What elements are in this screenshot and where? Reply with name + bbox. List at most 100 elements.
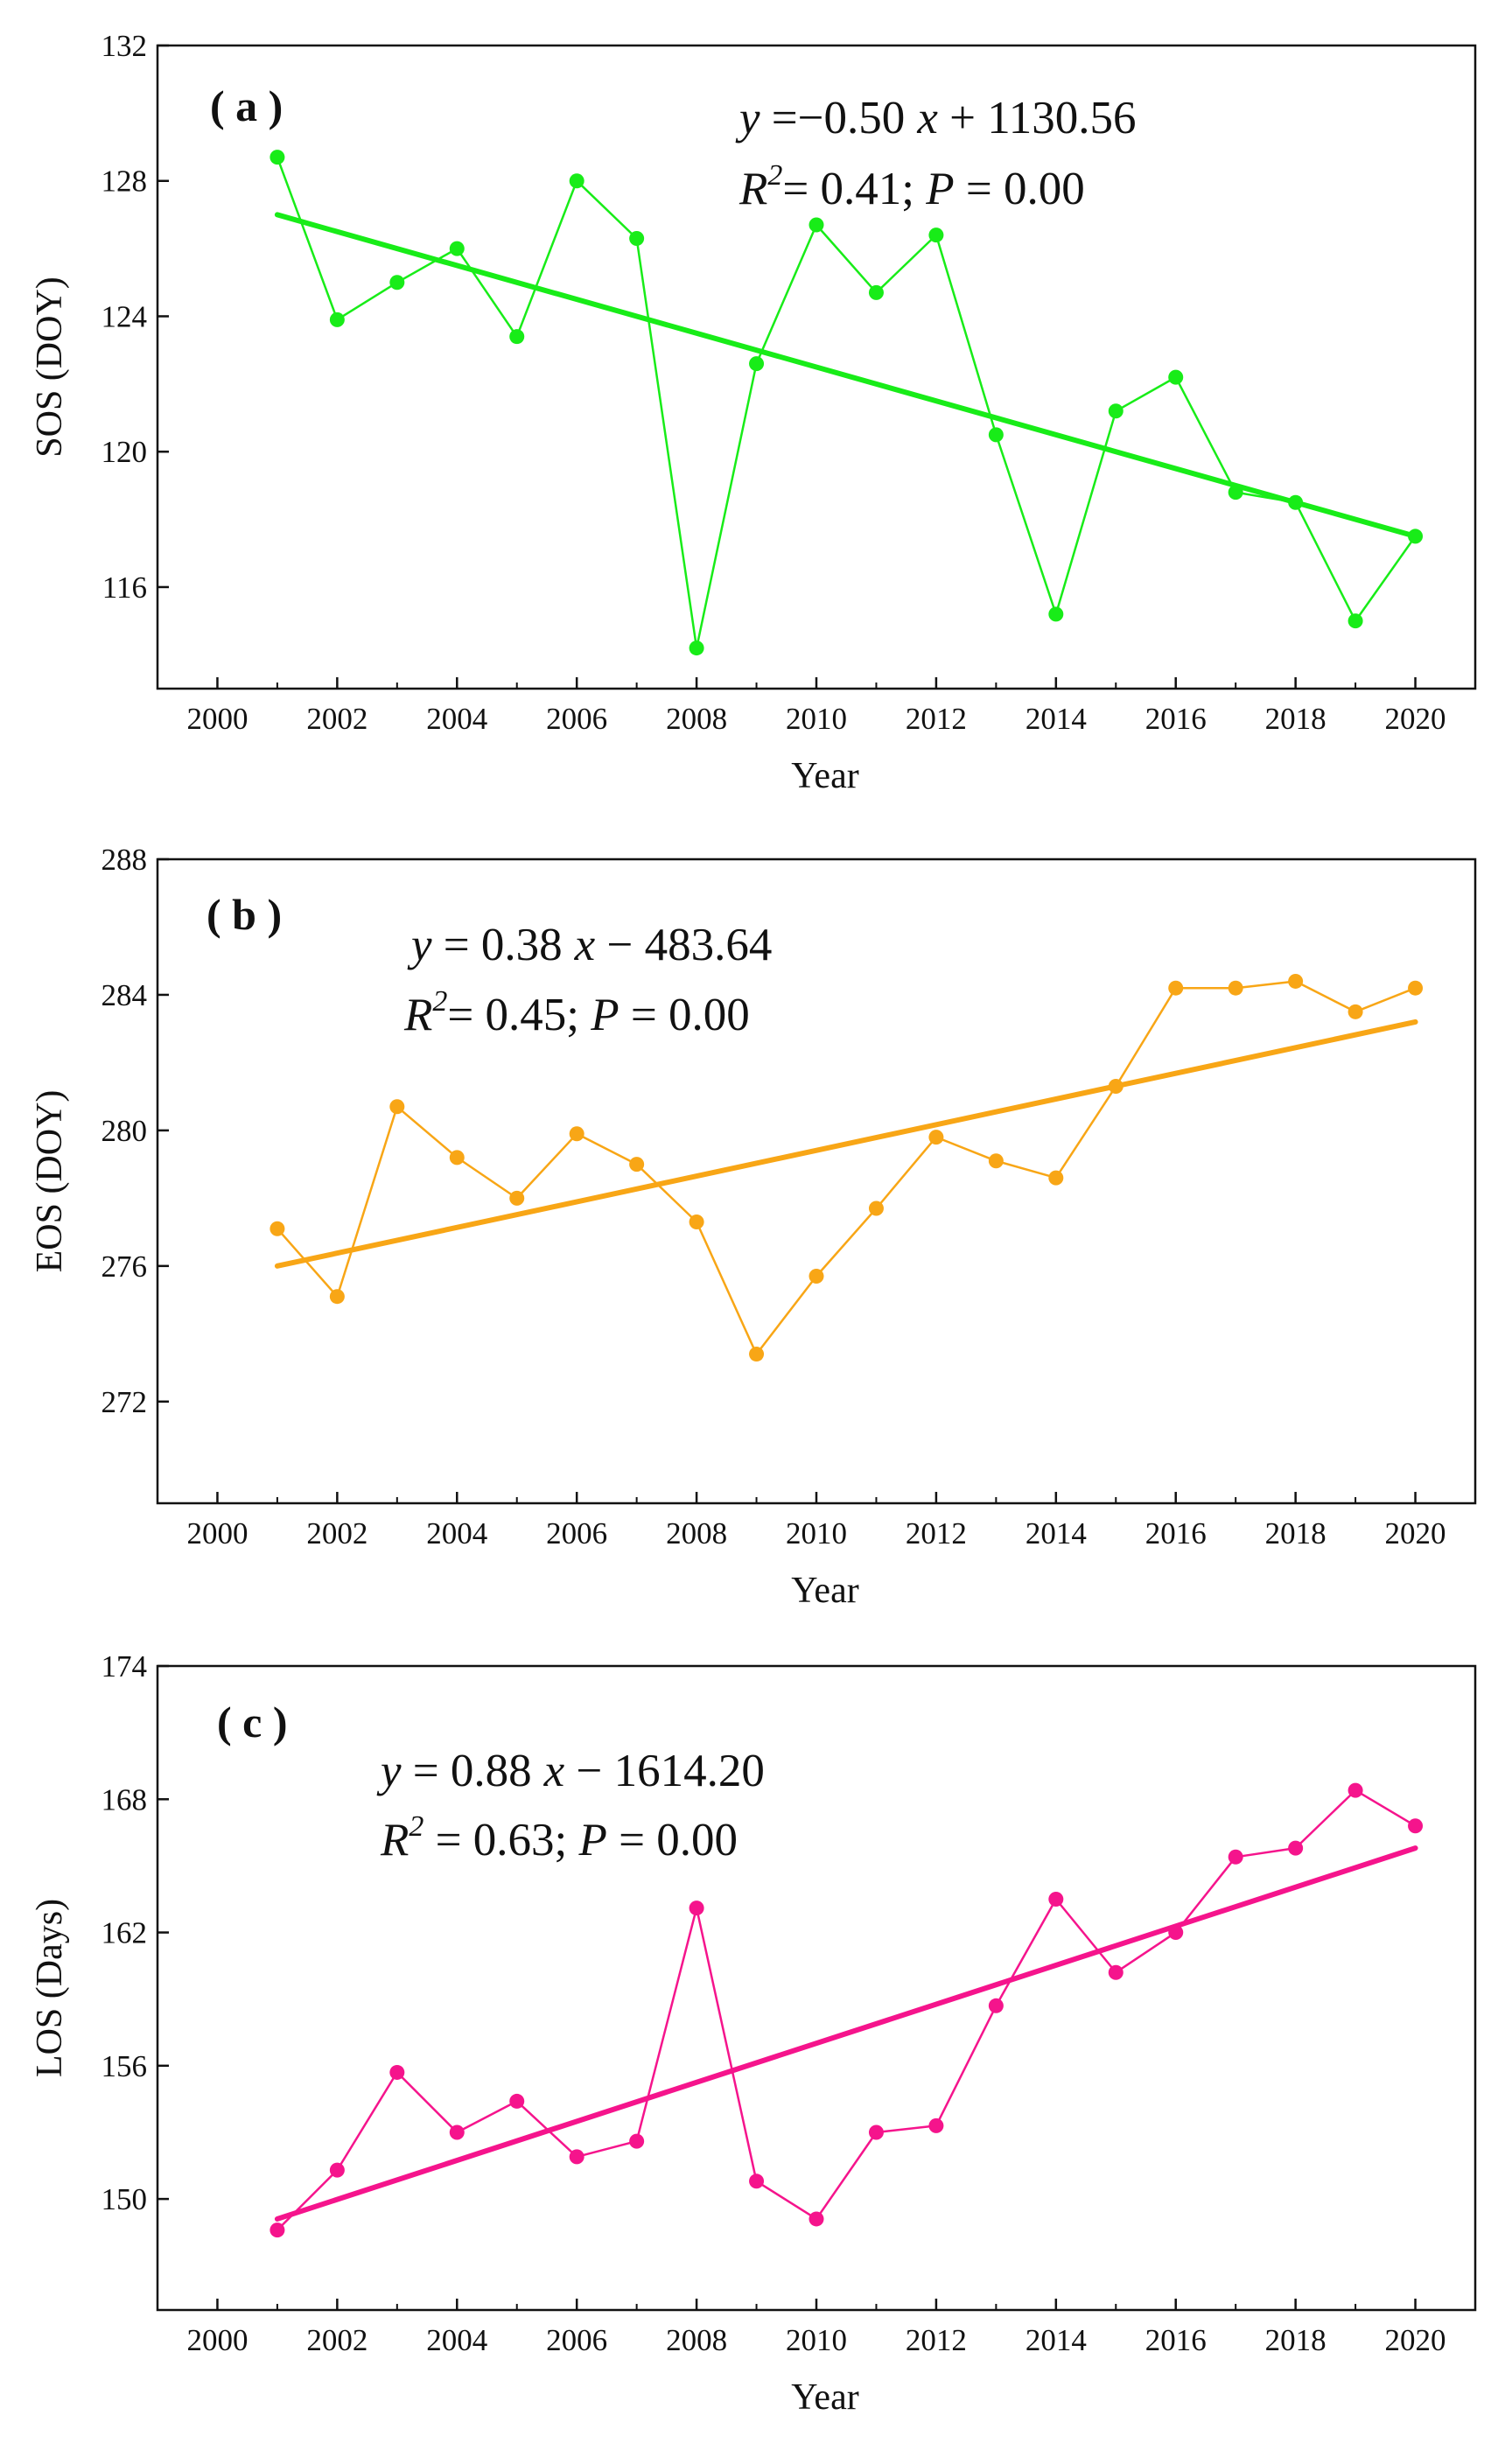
x-tick-label: 2002 [306, 2323, 368, 2357]
x-tick-label: 2014 [1026, 702, 1087, 736]
data-point [1288, 973, 1304, 989]
data-point [270, 1221, 285, 1236]
y-tick-label: 168 [102, 1782, 148, 1816]
eq-relation: = [432, 920, 481, 970]
x-tick-label: 2008 [666, 2323, 727, 2357]
data-point [389, 1099, 405, 1115]
stat-r2-value: = 0.63; [424, 1815, 578, 1866]
y-tick-label: 162 [102, 1916, 148, 1950]
y-tick-label: 288 [102, 843, 148, 877]
stat-p: P [578, 1815, 607, 1866]
data-point [928, 228, 944, 243]
data-point [1408, 528, 1424, 544]
x-tick-label: 2012 [906, 2323, 967, 2357]
eq-intercept: − 483.64 [595, 920, 772, 970]
x-tick-label: 2010 [786, 702, 847, 736]
data-point [1288, 494, 1304, 510]
data-point [808, 1268, 824, 1284]
trend-line [274, 1845, 1418, 2222]
x-tick-label: 2012 [906, 1516, 967, 1550]
data-point [988, 427, 1004, 443]
data-point [1048, 606, 1064, 622]
y-tick-label: 156 [102, 2049, 148, 2083]
fit-statistics: R2= 0.41; P = 0.00 [738, 159, 1085, 214]
x-tick-label: 2008 [666, 1516, 727, 1550]
y-tick-label: 150 [102, 2182, 148, 2216]
eq-var-x: x [543, 1746, 565, 1796]
regression-equation: y = 0.88 x − 1614.20 [376, 1746, 765, 1796]
data-point [1228, 485, 1243, 500]
data-point [689, 1900, 704, 1916]
x-tick-label: 2010 [786, 2323, 847, 2357]
y-tick-label: 284 [102, 978, 148, 1012]
x-tick-label: 2016 [1145, 702, 1207, 736]
stat-r: R [738, 164, 767, 214]
x-tick-label: 2002 [306, 1516, 368, 1550]
data-point [569, 173, 584, 189]
x-tick-label: 2002 [306, 702, 368, 736]
stat-r: R [380, 1815, 409, 1866]
stat-p-value: = 0.00 [620, 990, 750, 1040]
data-point [749, 356, 765, 372]
stat-r-exponent: 2 [409, 1810, 424, 1843]
data-point [749, 1347, 765, 1362]
data-point [1348, 1004, 1363, 1019]
data-point [629, 1157, 645, 1172]
data-point [449, 1150, 465, 1166]
x-tick-label: 2014 [1026, 1516, 1087, 1550]
data-point [1348, 1782, 1363, 1798]
x-tick-label: 2010 [786, 1516, 847, 1550]
x-tick-label: 2000 [186, 702, 248, 736]
panel-c: 2000 2002 2004 2006 2008 2010 2012 2014 2016 2018… [30, 1649, 1477, 2418]
x-tick-label: 2004 [426, 2323, 487, 2357]
data-point [689, 640, 704, 656]
data-point [1108, 403, 1124, 419]
data-point [749, 2174, 765, 2189]
eq-relation: = [402, 1746, 451, 1796]
data-point [1168, 980, 1184, 996]
stat-r2-value: = 0.45; [447, 990, 591, 1040]
data-point [1408, 1818, 1424, 1834]
series-line [276, 1788, 1417, 2231]
data-point [689, 1214, 704, 1229]
stat-r-exponent: 2 [432, 985, 447, 1018]
y-tick-label: 272 [102, 1385, 148, 1419]
x-axis-title: Year [791, 1571, 858, 1611]
regression-equation: y =−0.50 x + 1130.56 [735, 93, 1137, 144]
x-axis-title: Year [791, 756, 858, 796]
panel-label: ( b ) [206, 890, 282, 939]
x-tick-label: 2006 [546, 2323, 607, 2357]
eq-coefficient: −0.50 [798, 93, 906, 144]
eq-var-y: y [735, 93, 760, 144]
x-tick-label: 2018 [1265, 1516, 1326, 1550]
data-point [1228, 980, 1243, 996]
series-line [276, 980, 1416, 1355]
data-point [1168, 369, 1184, 385]
data-point [329, 2162, 345, 2178]
x-tick-label: 2020 [1385, 1516, 1446, 1550]
x-tick-label: 2016 [1145, 1516, 1207, 1550]
x-tick-label: 2020 [1385, 702, 1446, 736]
stat-r-exponent: 2 [767, 159, 782, 192]
x-tick-label: 2018 [1265, 2323, 1326, 2357]
data-point [1168, 1925, 1184, 1941]
x-tick-label: 2004 [426, 1516, 487, 1550]
eq-var-x: x [574, 920, 596, 970]
data-point [1108, 1079, 1124, 1095]
data-point [509, 1190, 525, 1206]
eq-var-x: x [916, 93, 938, 144]
eq-coefficient: 0.38 [481, 920, 563, 970]
data-point [988, 1998, 1004, 2013]
stat-p-value: = 0.00 [955, 164, 1085, 214]
data-point [270, 150, 285, 165]
y-tick-label: 128 [102, 164, 148, 199]
data-point [1348, 613, 1363, 629]
x-tick-label: 2008 [666, 702, 727, 736]
data-point [329, 1289, 345, 1305]
regression-equation: y = 0.38 x − 483.64 [407, 920, 772, 970]
data-point [928, 2118, 944, 2133]
stat-p: P [925, 164, 954, 214]
data-point [1228, 1849, 1243, 1865]
